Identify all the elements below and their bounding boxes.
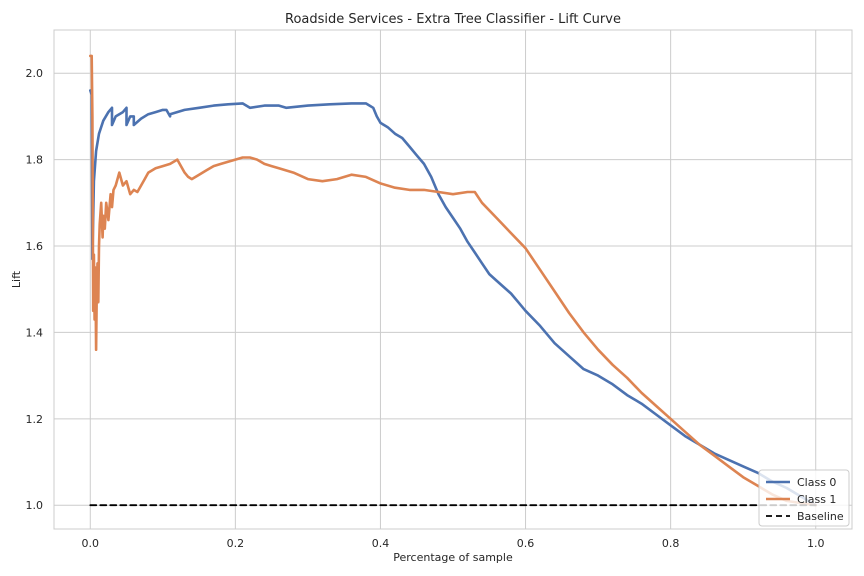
y-tick-label: 1.8 [26, 154, 44, 167]
x-axis-label: Percentage of sample [393, 551, 513, 564]
y-tick-label: 1.4 [26, 326, 44, 339]
x-tick-label: 0.2 [227, 537, 245, 550]
x-tick-label: 0.4 [372, 537, 390, 550]
x-tick-label: 0.8 [662, 537, 680, 550]
chart-title: Roadside Services - Extra Tree Classifie… [285, 12, 621, 27]
series-lines [89, 54, 818, 507]
x-tick-label: 1.0 [807, 537, 825, 550]
y-tick-label: 1.2 [26, 413, 44, 426]
y-tick-label: 2.0 [26, 67, 44, 80]
y-tick-label: 1.6 [26, 240, 44, 253]
x-tick-labels: 0.0 0.2 0.4 0.6 0.8 1.0 [82, 537, 825, 550]
legend: Class 0 Class 1 Baseline [758, 469, 850, 527]
y-axis-label: Lift [10, 270, 23, 288]
series-line-class-1 [89, 54, 818, 507]
series-line-class-0 [89, 89, 818, 507]
y-tick-labels: 1.0 1.2 1.4 1.6 1.8 2.0 [26, 67, 44, 512]
legend-box [758, 469, 850, 527]
legend-label: Class 0 [797, 476, 836, 489]
legend-label: Baseline [797, 510, 844, 523]
legend-label: Class 1 [797, 493, 836, 506]
x-tick-label: 0.6 [517, 537, 535, 550]
x-tick-label: 0.0 [82, 537, 100, 550]
plot-frame [53, 29, 853, 530]
y-tick-label: 1.0 [26, 499, 44, 512]
